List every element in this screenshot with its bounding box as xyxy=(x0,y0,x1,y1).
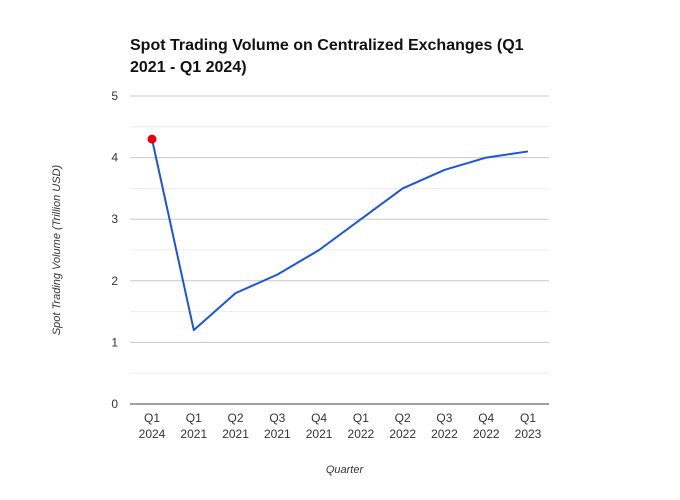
chart-title: Spot Trading Volume on Centralized Excha… xyxy=(130,37,524,76)
x-tick-label: Q3 2022 xyxy=(431,411,458,441)
series-line xyxy=(151,138,529,332)
y-tick-label: 5 xyxy=(111,89,118,103)
x-axis-title: Quarter xyxy=(326,464,365,476)
x-tick-label: Q1 2024 xyxy=(139,411,166,441)
x-tick-label: Q4 2021 xyxy=(306,411,333,441)
y-tick-label: 4 xyxy=(111,151,118,165)
x-tick-label: Q4 2022 xyxy=(473,411,500,441)
y-tick-label: 1 xyxy=(111,335,118,349)
y-tick-label: 2 xyxy=(111,274,118,288)
x-tick-label: Q2 2021 xyxy=(222,411,249,441)
y-tick-label: 3 xyxy=(111,212,118,226)
y-tick-label: 0 xyxy=(111,397,118,411)
x-tick-label: Q1 2022 xyxy=(348,411,375,441)
highlight-point xyxy=(147,134,157,144)
y-axis-title: Spot Trading Volume (Trillion USD) xyxy=(51,164,63,335)
x-tick-label: Q2 2022 xyxy=(389,411,416,441)
x-tick-label: Q1 2023 xyxy=(515,411,542,441)
x-tick-label: Q3 2021 xyxy=(264,411,291,441)
x-tick-label: Q1 2021 xyxy=(180,411,207,441)
